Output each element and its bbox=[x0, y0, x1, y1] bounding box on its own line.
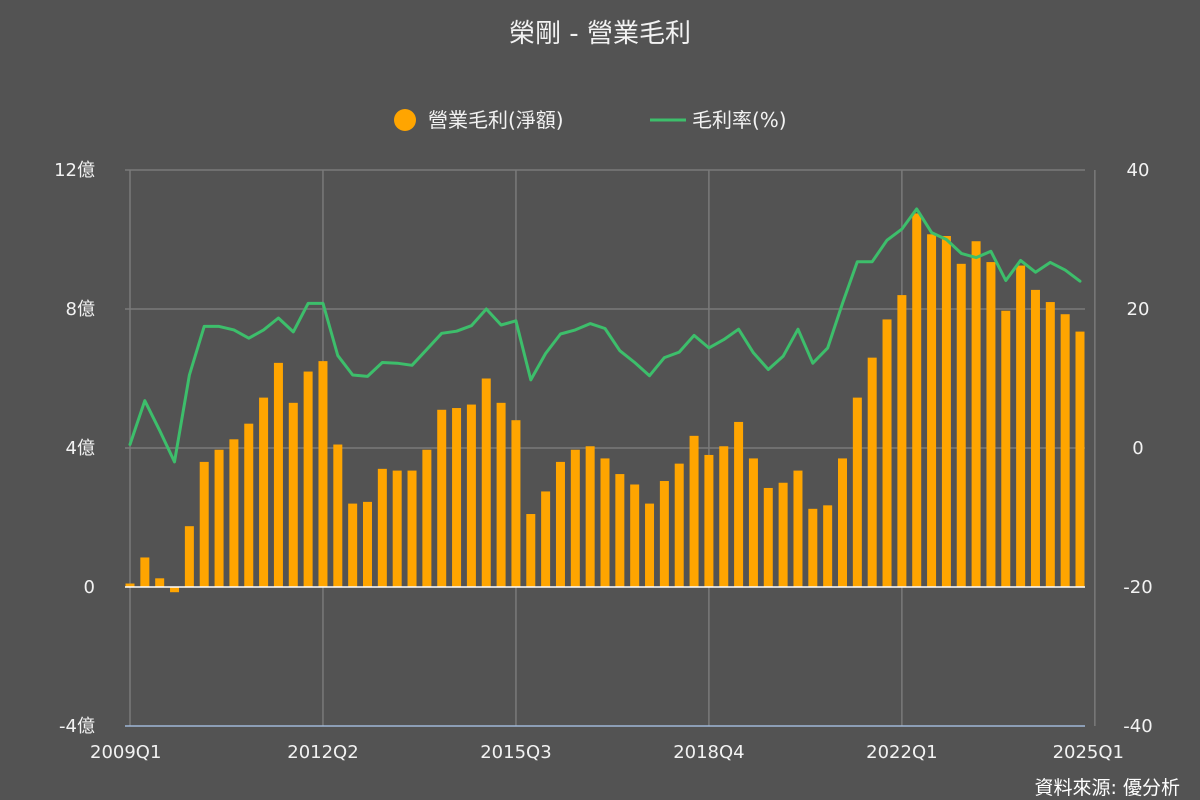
bar-2018Q4 bbox=[704, 454, 714, 587]
legend: 營業毛利(淨額) 毛利率(%) bbox=[394, 108, 787, 132]
bar-2015Q1 bbox=[481, 378, 491, 587]
bar-2023Q4 bbox=[1001, 310, 1011, 587]
x-tick-label: 2015Q3 bbox=[480, 742, 551, 763]
bar-2022Q2 bbox=[912, 213, 922, 587]
bar-2011Q4 bbox=[288, 402, 298, 587]
bar-2013Q4 bbox=[407, 470, 417, 587]
bar-2021Q4 bbox=[882, 319, 892, 587]
bar-2024Q4 bbox=[1060, 314, 1070, 587]
bar-2019Q2 bbox=[734, 421, 744, 587]
y-right-tick-label: -20 bbox=[1123, 577, 1152, 598]
source-credit: 資料來源: 優分析 bbox=[1035, 777, 1180, 799]
bar-2010Q3 bbox=[214, 449, 224, 587]
bar-2011Q3 bbox=[273, 362, 283, 587]
chart-title: 榮剛 - 營業毛利 bbox=[509, 19, 691, 49]
grid-layer bbox=[125, 169, 1096, 726]
bar-2021Q3 bbox=[867, 357, 877, 587]
bar-2022Q1 bbox=[897, 295, 907, 587]
bar-2024Q1 bbox=[1016, 265, 1026, 587]
bar-2023Q3 bbox=[986, 262, 996, 587]
labels-layer: -4億 0 4億 8億 12億 -40 -20 0 20 40 2009Q1 2012Q2 2015Q3… bbox=[54, 160, 1153, 763]
bar-2020Q1 bbox=[778, 482, 788, 587]
bar-2009Q1 bbox=[125, 583, 135, 587]
x-tick-label: 2022Q1 bbox=[866, 742, 937, 763]
bar-2024Q2 bbox=[1030, 289, 1040, 587]
x-tick-label: 2018Q4 bbox=[673, 742, 744, 763]
bar-2019Q4 bbox=[763, 487, 773, 587]
y-right-tick-label: 40 bbox=[1127, 160, 1150, 181]
y-left-tick-label: 4億 bbox=[66, 438, 95, 459]
axis-layer bbox=[125, 586, 1085, 727]
legend-line-label: 毛利率(%) bbox=[692, 108, 787, 132]
bar-2014Q2 bbox=[437, 409, 447, 587]
bar-2012Q2 bbox=[318, 361, 328, 587]
bar-2023Q1 bbox=[956, 263, 966, 587]
bar-2013Q3 bbox=[392, 470, 402, 587]
bar-2015Q3 bbox=[511, 420, 521, 587]
bar-2009Q2 bbox=[140, 557, 150, 587]
bar-2023Q2 bbox=[971, 241, 981, 588]
bar-2016Q2 bbox=[555, 461, 565, 587]
x-tick-label: 2009Q1 bbox=[90, 742, 161, 763]
bar-2012Q1 bbox=[303, 371, 313, 587]
bar-2017Q3 bbox=[630, 484, 640, 587]
y-left-tick-label: 0 bbox=[84, 577, 95, 598]
bar-2013Q2 bbox=[377, 468, 387, 587]
x-tick-label: 2012Q2 bbox=[287, 742, 358, 763]
x-tick-label: 2025Q1 bbox=[1053, 742, 1124, 763]
bar-2018Q1 bbox=[659, 481, 669, 587]
bar-2010Q4 bbox=[229, 439, 239, 587]
bar-2014Q4 bbox=[466, 404, 476, 587]
legend-bar-swatch bbox=[394, 109, 416, 131]
bar-2009Q4 bbox=[170, 587, 180, 593]
bar-2015Q2 bbox=[496, 402, 506, 587]
bar-2012Q3 bbox=[333, 444, 343, 587]
bar-2020Q4 bbox=[823, 505, 833, 587]
bar-2010Q1 bbox=[184, 526, 194, 587]
y-left-tick-label: -4億 bbox=[59, 716, 95, 737]
bar-2020Q2 bbox=[793, 470, 803, 587]
bar-2021Q1 bbox=[838, 458, 847, 587]
y-left-tick-label: 8億 bbox=[66, 299, 95, 320]
bar-2010Q2 bbox=[199, 461, 209, 587]
bar-2024Q3 bbox=[1045, 302, 1055, 587]
bar-2022Q3 bbox=[927, 234, 937, 587]
bar-2015Q4 bbox=[526, 514, 536, 587]
bar-2019Q3 bbox=[748, 458, 758, 587]
bar-2011Q1 bbox=[244, 423, 254, 587]
y-right-tick-label: -40 bbox=[1123, 716, 1152, 737]
bar-2019Q1 bbox=[719, 446, 729, 587]
bar-2017Q1 bbox=[600, 458, 610, 587]
bar-2016Q4 bbox=[585, 446, 595, 587]
y-left-tick-label: 12億 bbox=[54, 160, 95, 181]
bars-layer bbox=[125, 213, 1085, 593]
bar-2022Q4 bbox=[941, 236, 951, 587]
bar-2021Q2 bbox=[852, 397, 862, 587]
bar-2011Q2 bbox=[259, 397, 269, 587]
bar-2016Q3 bbox=[570, 449, 580, 587]
bar-2009Q3 bbox=[155, 578, 165, 587]
bar-2016Q1 bbox=[541, 491, 551, 587]
bar-2013Q1 bbox=[363, 501, 372, 587]
bar-2018Q3 bbox=[689, 435, 699, 587]
bar-2025Q1 bbox=[1075, 331, 1085, 587]
bar-2018Q2 bbox=[674, 463, 684, 587]
legend-bar-label: 營業毛利(淨額) bbox=[428, 108, 564, 132]
margin-rate-line bbox=[128, 207, 1082, 464]
line-layer bbox=[128, 207, 1082, 464]
bar-2014Q3 bbox=[452, 408, 462, 587]
bar-2014Q1 bbox=[422, 449, 432, 587]
y-right-tick-label: 0 bbox=[1132, 438, 1143, 459]
bar-2020Q3 bbox=[808, 508, 818, 587]
y-right-tick-label: 20 bbox=[1127, 299, 1150, 320]
bar-2017Q2 bbox=[615, 474, 625, 587]
bar-2012Q4 bbox=[348, 503, 358, 587]
bar-2017Q4 bbox=[645, 503, 655, 587]
